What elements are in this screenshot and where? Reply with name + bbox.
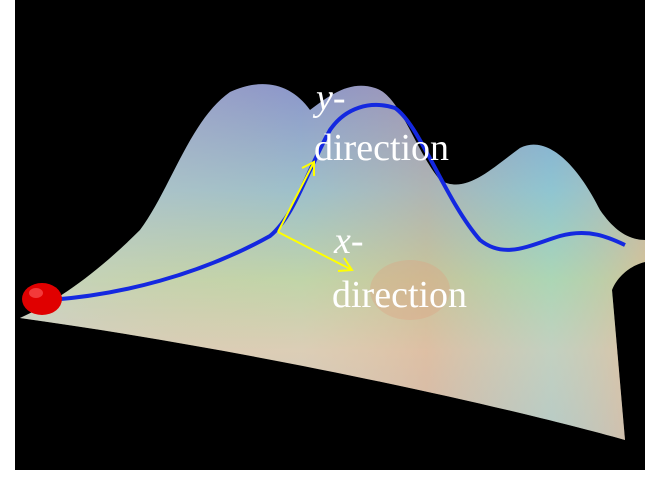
y-hyphen: -: [333, 77, 346, 119]
page: y- direction x- direction (() => { const…: [0, 0, 660, 485]
x-symbol: x: [333, 220, 351, 262]
ball-highlight: [29, 288, 43, 298]
y-label-word: direction: [314, 127, 449, 169]
x-label: x-: [333, 220, 364, 262]
ball: [22, 283, 62, 315]
x-hyphen: -: [351, 220, 364, 262]
y-label: y-: [312, 77, 346, 119]
y-symbol: y: [312, 77, 333, 119]
x-label-word: direction: [332, 274, 467, 316]
scene: y- direction x- direction: [0, 0, 660, 485]
